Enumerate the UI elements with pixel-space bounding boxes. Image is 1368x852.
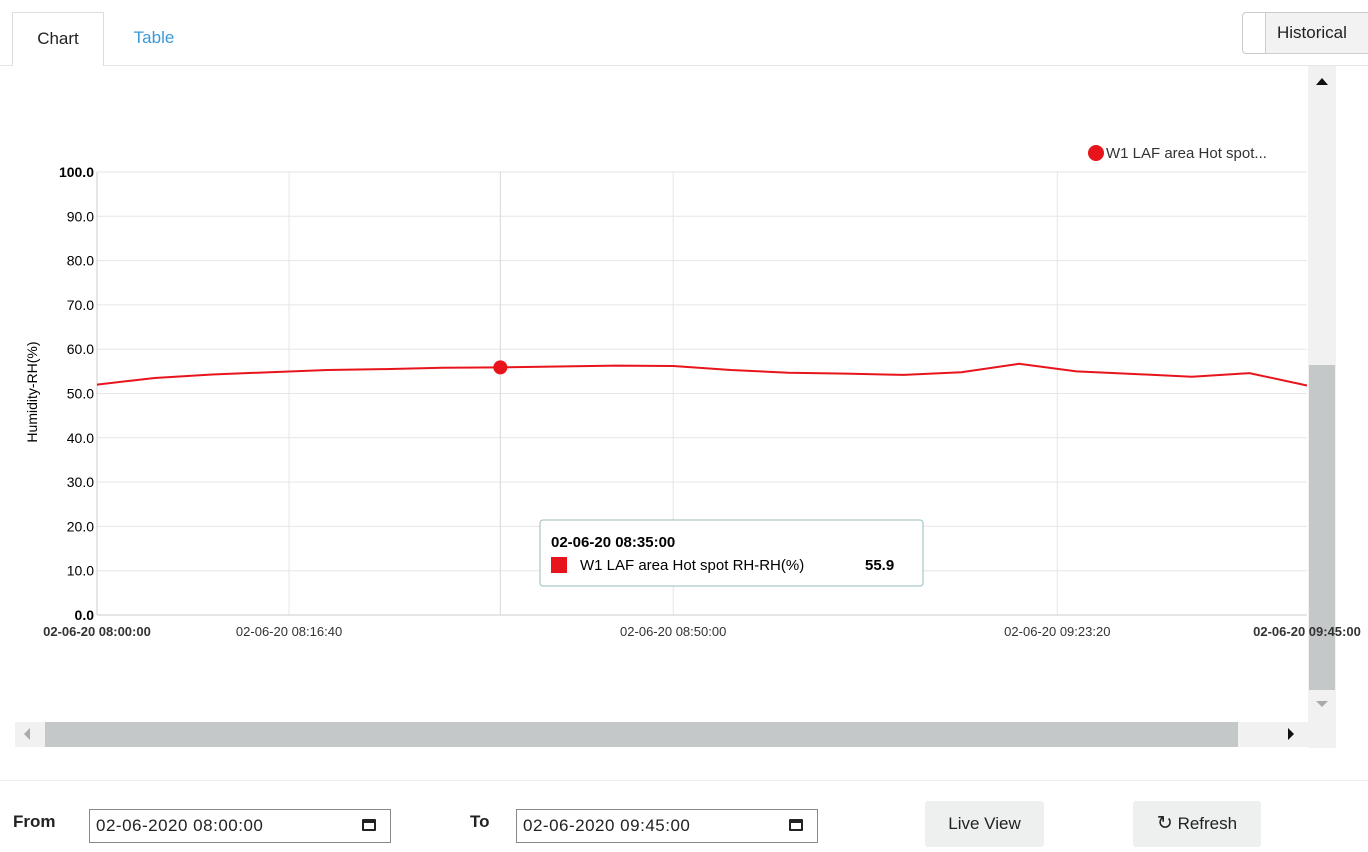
from-label: From xyxy=(13,812,56,831)
refresh-label: Refresh xyxy=(1177,814,1238,833)
x-tick-label: 02-06-20 08:16:40 xyxy=(236,624,342,639)
x-tick-label: 02-06-20 09:23:20 xyxy=(1004,624,1110,639)
chart: Humidity-RH(%) W1 LAF area Hot spot... 0… xyxy=(15,66,1361,748)
tab-divider xyxy=(0,65,1368,66)
toggle-label: Historical xyxy=(1277,23,1347,42)
tooltip-value: 55.9 xyxy=(865,557,894,574)
y-tick-label: 0.0 xyxy=(75,607,95,623)
from-input[interactable]: 02-06-2020 08:00:00 xyxy=(89,809,391,843)
legend-label[interactable]: W1 LAF area Hot spot... xyxy=(1106,145,1267,162)
tooltip-series: W1 LAF area Hot spot RH-RH(%) xyxy=(580,557,804,574)
scroll-left[interactable] xyxy=(24,728,30,740)
y-tick-label: 80.0 xyxy=(67,253,94,269)
y-tick-label: 90.0 xyxy=(67,208,94,224)
refresh-button[interactable]: ↻ Refresh xyxy=(1133,801,1261,847)
y-tick-label: 100.0 xyxy=(59,164,94,180)
h-scroll-thumb[interactable] xyxy=(45,722,1238,747)
y-tick-label: 50.0 xyxy=(67,386,94,402)
tooltip-title: 02-06-20 08:35:00 xyxy=(551,534,675,551)
scroll-up[interactable] xyxy=(1316,78,1328,85)
table-tab[interactable]: Table xyxy=(133,28,175,47)
to-input[interactable]: 02-06-2020 09:45:00 xyxy=(516,809,818,843)
to-label: To xyxy=(470,812,490,831)
hover-point xyxy=(493,360,508,375)
tooltip-box xyxy=(539,519,924,587)
historical-toggle[interactable]: Historical xyxy=(1242,12,1368,54)
x-tick-label: 02-06-20 08:00:00 xyxy=(43,624,151,639)
chart-tab[interactable]: Chart xyxy=(12,12,104,66)
v-scroll-thumb[interactable] xyxy=(1309,365,1335,690)
y-tick-label: 20.0 xyxy=(67,518,94,534)
y-tick-label: 30.0 xyxy=(67,474,94,490)
tooltip-swatch xyxy=(551,557,567,573)
y-tick-label: 70.0 xyxy=(67,297,94,313)
y-tick-label: 60.0 xyxy=(67,341,94,357)
live-view-button[interactable]: Live View xyxy=(925,801,1044,847)
series-line xyxy=(96,362,1308,387)
calendar-icon[interactable] xyxy=(789,819,803,831)
y-axis-label: Humidity-RH(%) xyxy=(24,341,40,442)
calendar-icon[interactable] xyxy=(362,819,376,831)
y-tick-label: 10.0 xyxy=(67,563,94,579)
x-tick-label: 02-06-20 08:50:00 xyxy=(620,624,726,639)
divider xyxy=(0,780,1368,781)
from-value: 02-06-2020 08:00:00 xyxy=(96,816,264,835)
y-tick-label: 40.0 xyxy=(67,430,94,446)
x-tick-label: 02-06-20 09:45:00 xyxy=(1253,624,1361,639)
tooltip: 02-06-20 08:35:00 W1 LAF area Hot spot RH… xyxy=(539,519,924,587)
scroll-down[interactable] xyxy=(1316,701,1328,707)
scroll-right[interactable] xyxy=(1288,728,1294,740)
legend-marker xyxy=(1088,145,1104,161)
to-value: 02-06-2020 09:45:00 xyxy=(523,816,691,835)
